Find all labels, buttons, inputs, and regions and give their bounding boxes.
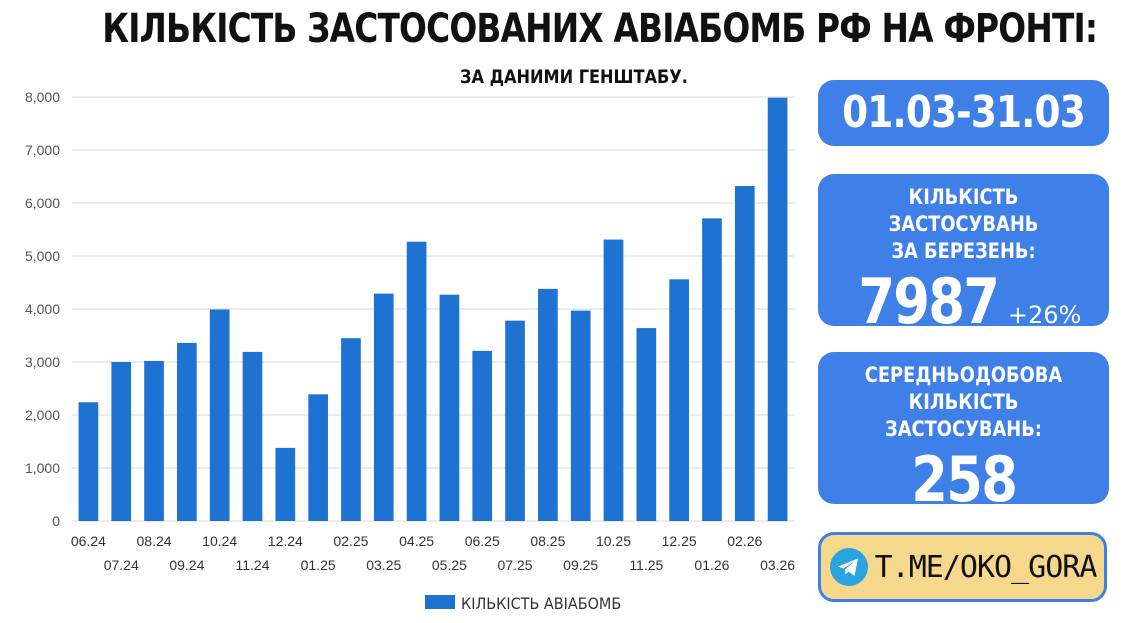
y-tick-label: 4,000: [25, 301, 60, 317]
daily-average-label: СЕРЕДНЬОДОБОВА КІЛЬКІСТЬ ЗАСТОСУВАНЬ:: [864, 363, 1063, 441]
x-tick-label: 12.24: [268, 533, 303, 549]
x-tick-label: 03.26: [760, 557, 795, 573]
bar: [373, 293, 394, 521]
telegram-link[interactable]: T.ME/OKO_GORA: [818, 532, 1107, 602]
x-tick-label: 03.25: [366, 557, 401, 573]
daily-average-card: СЕРЕДНЬОДОБОВА КІЛЬКІСТЬ ЗАСТОСУВАНЬ: 25…: [818, 352, 1109, 515]
x-tick-label: 01.25: [301, 557, 336, 573]
bar: [472, 350, 493, 521]
x-tick-label: 02.26: [727, 533, 762, 549]
bar: [144, 360, 164, 521]
y-tick-label: 8,000: [25, 89, 60, 105]
bar: [603, 239, 624, 521]
x-tick-label: 01.26: [694, 557, 729, 573]
telegram-link-text: T.ME/OKO_GORA: [874, 549, 1098, 585]
page-subtitle: ЗА ДАНИМИ ГЕНШТАБУ.: [460, 66, 688, 88]
bar: [570, 310, 591, 521]
bar: [669, 279, 689, 521]
bar-chart: 0 1,000 2,000 3,000 4,000 5,000 6,000 7,000 8,00…: [25, 89, 795, 613]
daily-average-value: 258: [911, 443, 1018, 516]
x-tick-label: 06.25: [465, 533, 500, 549]
legend-swatch: [425, 595, 455, 609]
x-tick-label: 11.25: [629, 557, 663, 573]
y-tick-label: 5,000: [25, 248, 60, 264]
bar: [341, 338, 361, 521]
bar: [538, 288, 558, 521]
y-tick-label: 6,000: [25, 195, 60, 211]
bar: [734, 186, 755, 522]
monthly-count-label: КІЛЬКІСТЬ ЗАСТОСУВАНЬ ЗА БЕРЕЗЕНЬ:: [888, 185, 1039, 263]
x-tick-label: 04.25: [399, 533, 434, 549]
bar: [439, 294, 460, 521]
x-tick-label: 12.25: [662, 533, 697, 549]
y-tick-label: 3,000: [25, 354, 60, 370]
bar: [406, 241, 427, 521]
y-tick-label: 7,000: [25, 142, 60, 158]
x-tick-label: 07.25: [498, 557, 533, 573]
bar: [505, 320, 525, 521]
daily-average-row: 258: [818, 445, 1109, 515]
y-tick-label: 0: [52, 513, 60, 529]
x-tick-label: 11.24: [236, 557, 270, 573]
x-tick-label: 05.25: [432, 557, 467, 573]
x-tick-label: 09.24: [169, 557, 204, 573]
period-card: 01.03-31.03: [818, 80, 1109, 146]
x-tick-label: 08.24: [137, 533, 172, 549]
monthly-count-row: 7987 +26%: [818, 267, 1109, 337]
legend-label: КІЛЬКІСТЬ АВІАБОМБ: [461, 594, 621, 613]
bar: [636, 328, 657, 521]
telegram-icon: [829, 548, 868, 586]
bar: [767, 97, 788, 522]
bar: [308, 394, 328, 521]
bar: [275, 447, 296, 521]
bar: [702, 218, 722, 521]
x-tick-label: 02.25: [333, 533, 368, 549]
bar: [177, 342, 197, 521]
page-title: КІЛЬКІСТЬ ЗАСТОСОВАНИХ АВІАБОМБ РФ НА ФР…: [102, 6, 1098, 52]
period-value: 01.03-31.03: [842, 87, 1086, 138]
monthly-count-card: КІЛЬКІСТЬ ЗАСТОСУВАНЬ ЗА БЕРЕЗЕНЬ: 7987 …: [818, 174, 1109, 337]
monthly-change-value: +26%: [1007, 301, 1082, 329]
x-tick-label: 07.24: [104, 557, 139, 573]
bar: [242, 351, 263, 521]
bar: [209, 309, 230, 521]
x-tick-label: 10.24: [202, 533, 237, 549]
monthly-count-value: 7987: [858, 265, 1000, 338]
x-tick-label: 06.24: [71, 533, 106, 549]
x-tick-label: 08.25: [530, 533, 565, 549]
bar: [111, 362, 132, 521]
x-tick-label: 09.25: [563, 557, 598, 573]
bar: [78, 402, 99, 521]
y-tick-label: 2,000: [25, 407, 60, 423]
x-tick-label: 10.25: [596, 533, 631, 549]
y-tick-label: 1,000: [25, 460, 60, 476]
